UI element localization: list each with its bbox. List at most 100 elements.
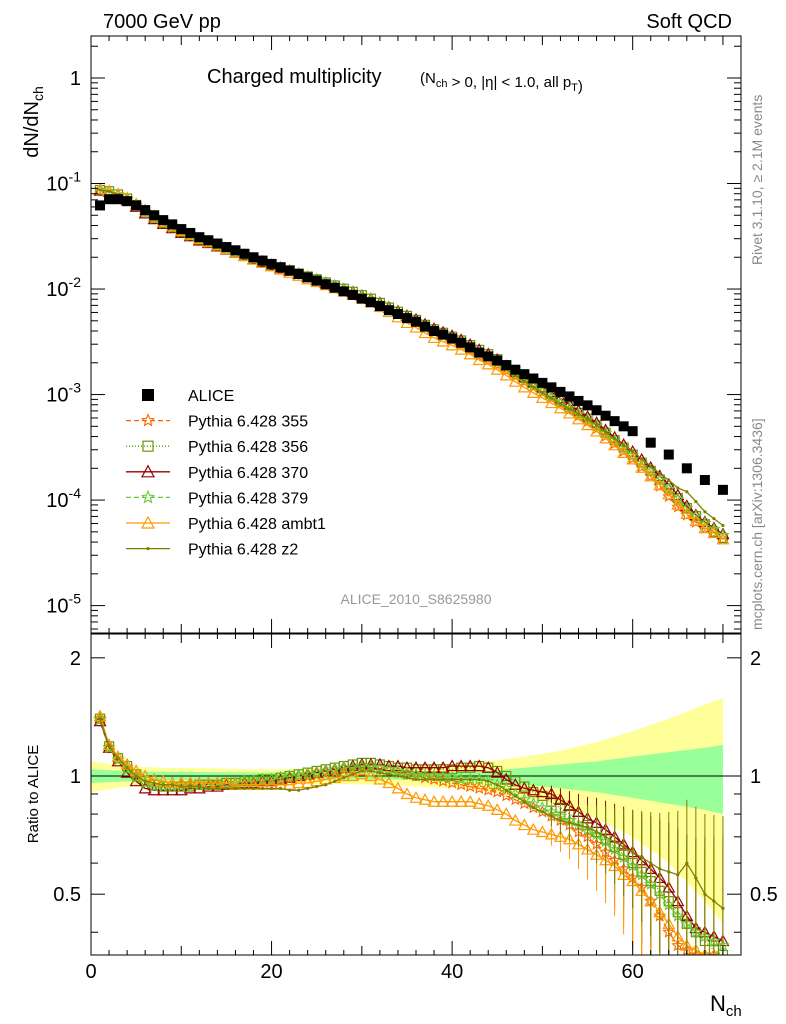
data-point bbox=[113, 194, 124, 205]
data-point bbox=[170, 783, 174, 787]
data-point bbox=[333, 779, 337, 783]
data-point bbox=[594, 423, 599, 427]
data-point bbox=[134, 774, 138, 778]
data-point bbox=[450, 777, 454, 782]
data-point bbox=[617, 441, 631, 454]
data-point bbox=[445, 338, 459, 351]
legend-label: ALICE bbox=[188, 388, 234, 405]
legend-label: Pythia 6.428 370 bbox=[188, 465, 308, 482]
data-point bbox=[626, 452, 640, 465]
data-point bbox=[495, 783, 499, 787]
data-point bbox=[427, 772, 441, 786]
data-point bbox=[681, 463, 692, 474]
data-point bbox=[591, 405, 602, 416]
data-point bbox=[284, 265, 295, 276]
data-point bbox=[528, 373, 539, 384]
x-tick-label: 40 bbox=[441, 961, 463, 983]
series-line bbox=[99, 190, 724, 535]
data-point bbox=[662, 487, 676, 500]
data-point bbox=[233, 786, 238, 790]
data-point bbox=[698, 516, 712, 529]
data-point bbox=[107, 189, 111, 193]
data-point bbox=[703, 510, 707, 514]
data-point bbox=[558, 402, 563, 406]
data-point bbox=[429, 326, 440, 337]
data-point bbox=[138, 776, 152, 789]
data-point bbox=[472, 796, 486, 809]
ratio-tick-label-right: 2 bbox=[750, 648, 761, 670]
data-point bbox=[315, 784, 319, 789]
data-point bbox=[716, 528, 730, 542]
data-point bbox=[481, 760, 495, 773]
data-point bbox=[418, 793, 432, 805]
data-point bbox=[320, 279, 331, 290]
data-point bbox=[275, 262, 286, 273]
data-point bbox=[698, 521, 712, 534]
data-point bbox=[486, 779, 490, 783]
analysis-watermark: ALICE_2010_S8625980 bbox=[340, 591, 491, 607]
data-point bbox=[617, 446, 631, 458]
data-point bbox=[463, 347, 477, 360]
data-point bbox=[463, 759, 477, 772]
data-point bbox=[499, 368, 513, 381]
data-point bbox=[477, 777, 481, 782]
data-point bbox=[555, 386, 566, 397]
ratio-tick-label-left: 0.5 bbox=[53, 884, 81, 906]
data-point bbox=[685, 490, 689, 494]
data-point bbox=[567, 407, 572, 411]
data-point bbox=[311, 275, 322, 286]
ratio-series-group bbox=[93, 709, 730, 955]
data-point bbox=[680, 507, 694, 519]
data-point bbox=[269, 786, 274, 790]
data-point bbox=[640, 457, 644, 461]
svg-text:dN/dNch: dN/dNch bbox=[21, 86, 46, 158]
y-tick-label: 10-4 bbox=[46, 485, 81, 512]
data-point bbox=[188, 784, 192, 789]
data-point bbox=[631, 450, 635, 454]
legend-label: Pythia 6.428 356 bbox=[188, 439, 308, 456]
legend: ALICE Pythia 6.428 355 Pythia 6.428 356 Pyt… bbox=[126, 388, 326, 559]
data-point bbox=[582, 400, 593, 411]
data-point bbox=[409, 791, 423, 803]
data-point bbox=[143, 779, 147, 783]
data-point bbox=[517, 781, 531, 794]
data-point bbox=[206, 786, 210, 790]
data-point bbox=[138, 781, 152, 794]
data-point bbox=[382, 762, 396, 775]
data-point bbox=[102, 738, 116, 751]
data-point bbox=[246, 774, 261, 787]
rivet-version-text: Rivet 3.1.10, ≥ 2.1M events bbox=[749, 95, 765, 265]
series-3-main bbox=[93, 183, 730, 542]
data-point bbox=[131, 200, 142, 211]
data-point bbox=[504, 788, 508, 792]
data-point bbox=[581, 410, 595, 422]
legend-label: Pythia 6.428 z2 bbox=[188, 542, 298, 559]
data-point bbox=[474, 347, 485, 358]
data-point bbox=[165, 776, 179, 789]
data-point bbox=[635, 461, 649, 473]
data-point bbox=[427, 794, 441, 807]
data-point bbox=[608, 433, 622, 447]
legend-entry: Pythia 6.428 355 bbox=[126, 413, 308, 431]
series-line bbox=[99, 189, 724, 536]
data-point bbox=[707, 522, 721, 535]
data-point bbox=[355, 767, 369, 780]
data-point bbox=[454, 759, 468, 772]
data-point bbox=[454, 777, 468, 791]
data-point bbox=[716, 532, 730, 545]
data-point bbox=[224, 786, 229, 790]
data-point bbox=[499, 788, 513, 802]
data-point bbox=[436, 794, 450, 807]
data-point bbox=[517, 380, 531, 393]
data-point bbox=[590, 416, 604, 428]
data-point bbox=[142, 440, 154, 452]
data-point bbox=[722, 952, 724, 955]
data-point bbox=[239, 248, 250, 259]
data-point bbox=[306, 786, 310, 790]
data-point bbox=[454, 342, 468, 355]
data-point bbox=[212, 238, 223, 249]
data-point bbox=[663, 449, 674, 460]
data-point bbox=[468, 777, 472, 782]
data-point bbox=[603, 430, 608, 434]
data-point bbox=[292, 776, 306, 789]
